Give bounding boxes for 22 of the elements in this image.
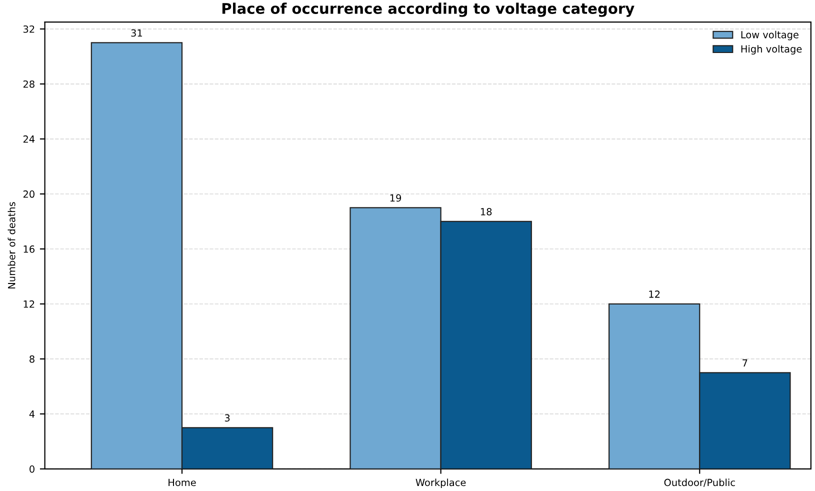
x-tick-label: Home: [168, 478, 196, 486]
y-tick-label: 20: [23, 190, 34, 198]
y-tick-label: 32: [23, 25, 34, 33]
data-label: 3: [224, 414, 230, 422]
legend-label: Low voltage: [741, 30, 798, 40]
y-tick-label: 4: [29, 410, 35, 418]
y-tick-label: 16: [24, 245, 34, 253]
data-label: 7: [742, 359, 748, 366]
x-tick-label: Outdoor/Public: [664, 478, 735, 487]
x-tick-label: Workplace: [416, 478, 466, 488]
chart-title: Place of occurrence according to voltage category: [222, 2, 634, 17]
data-label: 18: [480, 208, 492, 216]
y-axis-title: Number of deaths: [8, 202, 16, 288]
data-label: 31: [131, 29, 142, 37]
data-label: 12: [649, 290, 660, 298]
data-label: 19: [390, 194, 402, 202]
y-tick-label: 12: [24, 300, 34, 308]
y-tick-label: 24: [23, 135, 35, 143]
y-tick-label: 28: [23, 80, 34, 88]
y-tick-label: 8: [30, 355, 34, 363]
legend-label: High voltage: [741, 45, 802, 55]
y-tick-label: 0: [30, 465, 34, 473]
